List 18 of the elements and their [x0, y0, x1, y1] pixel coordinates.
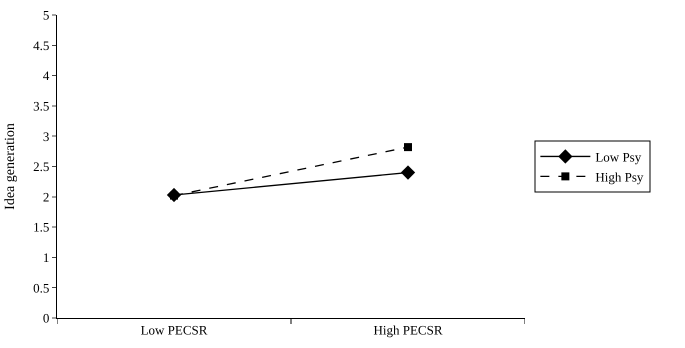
y-tick-label: 1	[42, 250, 50, 265]
y-tick-label: 4	[42, 68, 50, 84]
x-tick-label: Low PECSR	[140, 322, 208, 338]
legend-label: High Psy	[595, 169, 644, 184]
y-tick-label: 5	[42, 8, 50, 23]
y-tick-label: 1.5	[33, 220, 50, 235]
y-tick-label: 3	[42, 128, 50, 144]
legend-label: Low Psy	[595, 150, 642, 165]
y-tick-label: 0.5	[33, 280, 50, 296]
point	[400, 165, 416, 180]
y-tick-label: 4.5	[33, 38, 50, 53]
y-tick-label: 2	[42, 189, 50, 204]
y-tick-label: 3.5	[33, 98, 50, 114]
y-tick-label: 2.5	[33, 159, 50, 174]
point	[404, 143, 412, 152]
y-axis-title: Idea generation	[2, 123, 18, 210]
y-tick-label: 0	[42, 310, 50, 326]
x-tick-label: High PECSR	[374, 322, 443, 338]
